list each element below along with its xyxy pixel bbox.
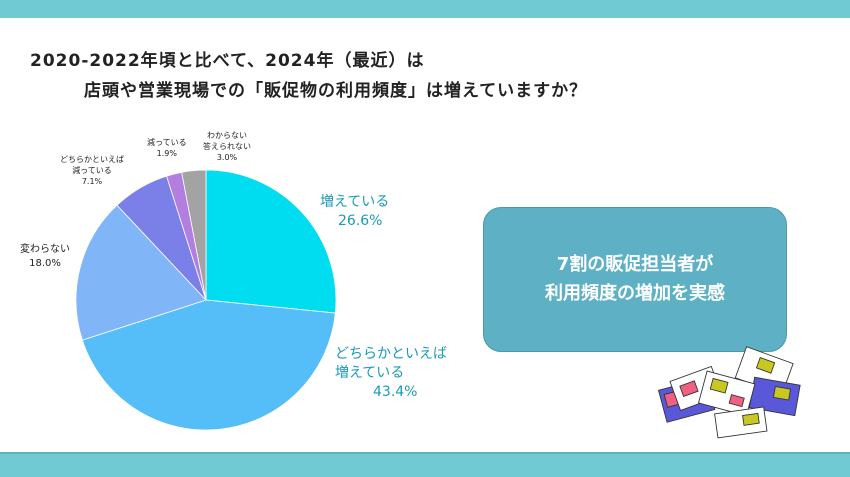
label-text: 減っている — [147, 138, 187, 147]
label-value: 18.0% — [29, 257, 61, 269]
label-text: 減っている — [72, 165, 112, 175]
label-text: わからない — [207, 131, 247, 140]
label-increase: 増えている 26.6% — [320, 193, 389, 231]
pie-slice-1 — [81, 299, 336, 431]
bottom-band — [0, 452, 850, 477]
pie-slice-5 — [181, 169, 207, 301]
pie-slice-2 — [75, 204, 207, 341]
label-value: 26.6% — [338, 212, 383, 229]
label-somewhat-decrease: どちらかといえば 減っている 7.1% — [60, 155, 124, 187]
label-decrease: 減っている 1.9% — [147, 138, 187, 160]
label-unknown: わからない 答えられない 3.0% — [203, 131, 251, 163]
label-text: 増えている — [335, 364, 405, 381]
label-value: 7.1% — [81, 176, 103, 186]
callout-line2: 利用頻度の増加を実感 — [545, 282, 725, 304]
title-line1: 2020-2022年頃と比べて、2024年（最近）は — [30, 51, 425, 71]
label-text: 増えている — [320, 194, 390, 210]
label-text: どちらかといえば — [335, 346, 447, 362]
pie-slice-0 — [205, 169, 337, 314]
callout-box: 7割の販促担当者が 利用頻度の増加を実感 — [483, 207, 787, 352]
label-text: 答えられない — [203, 141, 251, 151]
title-line2: 店頭や営業現場での「販促物の利用頻度」は増えていますか？ — [84, 81, 588, 101]
label-value: 43.4% — [373, 383, 418, 400]
label-value: 1.9% — [156, 148, 177, 158]
label-value: 3.0% — [216, 152, 238, 162]
top-band — [0, 0, 850, 18]
label-somewhat-increase: どちらかといえば 増えている 43.4% — [335, 345, 447, 402]
label-text: 変わらない — [20, 244, 70, 255]
label-no-change: 変わらない 18.0% — [20, 243, 70, 270]
label-text: どちらかといえば — [60, 155, 124, 164]
callout-line1: 7割の販促担当者が — [556, 253, 714, 275]
